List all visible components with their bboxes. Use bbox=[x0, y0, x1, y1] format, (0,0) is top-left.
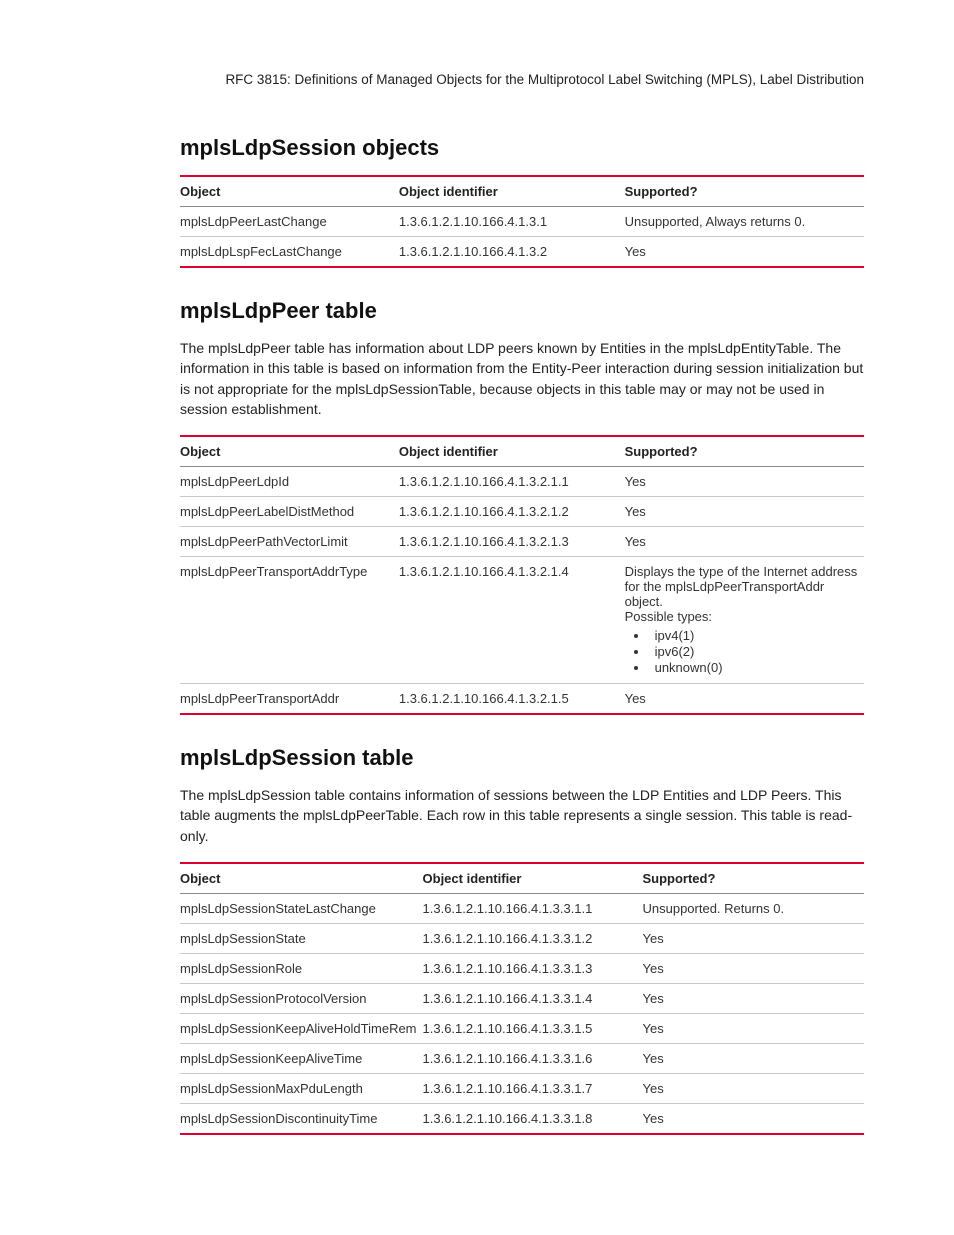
content-area: mplsLdpSession objects Object Object ide… bbox=[90, 135, 864, 1135]
cell-supported: Yes bbox=[625, 497, 864, 527]
cell-oid: 1.3.6.1.2.1.10.166.4.1.3.3.1.3 bbox=[423, 954, 643, 984]
cell-supported: Yes bbox=[642, 1104, 864, 1135]
table-row: mplsLdpSessionDiscontinuityTime 1.3.6.1.… bbox=[180, 1104, 864, 1135]
table-row: mplsLdpPeerLastChange 1.3.6.1.2.1.10.166… bbox=[180, 207, 864, 237]
table-row: mplsLdpPeerTransportAddrType 1.3.6.1.2.1… bbox=[180, 557, 864, 684]
section-title: mplsLdpPeer table bbox=[180, 298, 864, 324]
col-supported: Supported? bbox=[642, 863, 864, 894]
table-row: mplsLdpSessionRole 1.3.6.1.2.1.10.166.4.… bbox=[180, 954, 864, 984]
table-row: mplsLdpLspFecLastChange 1.3.6.1.2.1.10.1… bbox=[180, 237, 864, 268]
cell-object: mplsLdpPeerTransportAddrType bbox=[180, 557, 399, 684]
cell-object: mplsLdpSessionStateLastChange bbox=[180, 894, 423, 924]
table-header-row: Object Object identifier Supported? bbox=[180, 863, 864, 894]
cell-oid: 1.3.6.1.2.1.10.166.4.1.3.2.1.3 bbox=[399, 527, 625, 557]
cell-oid: 1.3.6.1.2.1.10.166.4.1.3.2.1.5 bbox=[399, 684, 625, 715]
cell-object: mplsLdpSessionDiscontinuityTime bbox=[180, 1104, 423, 1135]
cell-text-line: Possible types: bbox=[625, 609, 858, 624]
col-object: Object bbox=[180, 863, 423, 894]
cell-oid: 1.3.6.1.2.1.10.166.4.1.3.3.1.2 bbox=[423, 924, 643, 954]
list-item: ipv6(2) bbox=[649, 644, 858, 659]
section-title: mplsLdpSession table bbox=[180, 745, 864, 771]
cell-object: mplsLdpSessionMaxPduLength bbox=[180, 1074, 423, 1104]
cell-object: mplsLdpLspFecLastChange bbox=[180, 237, 399, 268]
cell-oid: 1.3.6.1.2.1.10.166.4.1.3.2.1.4 bbox=[399, 557, 625, 684]
col-supported: Supported? bbox=[625, 176, 864, 207]
page-header: RFC 3815: Definitions of Managed Objects… bbox=[90, 72, 864, 87]
col-object: Object bbox=[180, 436, 399, 467]
section-title: mplsLdpSession objects bbox=[180, 135, 864, 161]
cell-supported: Yes bbox=[625, 237, 864, 268]
table-row: mplsLdpSessionMaxPduLength 1.3.6.1.2.1.1… bbox=[180, 1074, 864, 1104]
table-row: mplsLdpSessionProtocolVersion 1.3.6.1.2.… bbox=[180, 984, 864, 1014]
col-supported: Supported? bbox=[625, 436, 864, 467]
cell-supported: Yes bbox=[625, 527, 864, 557]
table-row: mplsLdpSessionStateLastChange 1.3.6.1.2.… bbox=[180, 894, 864, 924]
cell-oid: 1.3.6.1.2.1.10.166.4.1.3.2 bbox=[399, 237, 625, 268]
cell-object: mplsLdpPeerTransportAddr bbox=[180, 684, 399, 715]
cell-supported: Yes bbox=[642, 1074, 864, 1104]
cell-oid: 1.3.6.1.2.1.10.166.4.1.3.2.1.2 bbox=[399, 497, 625, 527]
table-header-row: Object Object identifier Supported? bbox=[180, 436, 864, 467]
session-table: Object Object identifier Supported? mpls… bbox=[180, 862, 864, 1135]
page: RFC 3815: Definitions of Managed Objects… bbox=[0, 0, 954, 1225]
cell-oid: 1.3.6.1.2.1.10.166.4.1.3.3.1.8 bbox=[423, 1104, 643, 1135]
cell-supported: Yes bbox=[625, 684, 864, 715]
list-item: ipv4(1) bbox=[649, 628, 858, 643]
section-paragraph: The mplsLdpPeer table has information ab… bbox=[180, 338, 864, 419]
cell-supported: Unsupported, Always returns 0. bbox=[625, 207, 864, 237]
cell-object: mplsLdpPeerPathVectorLimit bbox=[180, 527, 399, 557]
table-row: mplsLdpSessionState 1.3.6.1.2.1.10.166.4… bbox=[180, 924, 864, 954]
cell-oid: 1.3.6.1.2.1.10.166.4.1.3.3.1.4 bbox=[423, 984, 643, 1014]
cell-supported: Yes bbox=[625, 467, 864, 497]
cell-oid: 1.3.6.1.2.1.10.166.4.1.3.3.1.5 bbox=[423, 1014, 643, 1044]
cell-object: mplsLdpSessionKeepAliveHoldTimeRem bbox=[180, 1014, 423, 1044]
cell-oid: 1.3.6.1.2.1.10.166.4.1.3.3.1.6 bbox=[423, 1044, 643, 1074]
cell-oid: 1.3.6.1.2.1.10.166.4.1.3.2.1.1 bbox=[399, 467, 625, 497]
cell-oid: 1.3.6.1.2.1.10.166.4.1.3.3.1.1 bbox=[423, 894, 643, 924]
cell-oid: 1.3.6.1.2.1.10.166.4.1.3.1 bbox=[399, 207, 625, 237]
peer-table: Object Object identifier Supported? mpls… bbox=[180, 435, 864, 715]
cell-object: mplsLdpSessionProtocolVersion bbox=[180, 984, 423, 1014]
table-header-row: Object Object identifier Supported? bbox=[180, 176, 864, 207]
table-row: mplsLdpSessionKeepAliveHoldTimeRem 1.3.6… bbox=[180, 1014, 864, 1044]
cell-list: ipv4(1) ipv6(2) unknown(0) bbox=[625, 628, 858, 675]
list-item: unknown(0) bbox=[649, 660, 858, 675]
cell-supported: Displays the type of the Internet addres… bbox=[625, 557, 864, 684]
cell-supported: Yes bbox=[642, 1014, 864, 1044]
cell-object: mplsLdpPeerLdpId bbox=[180, 467, 399, 497]
cell-supported: Yes bbox=[642, 954, 864, 984]
cell-supported: Unsupported. Returns 0. bbox=[642, 894, 864, 924]
cell-object: mplsLdpPeerLabelDistMethod bbox=[180, 497, 399, 527]
col-object: Object bbox=[180, 176, 399, 207]
cell-supported: Yes bbox=[642, 1044, 864, 1074]
section-paragraph: The mplsLdpSession table contains inform… bbox=[180, 785, 864, 846]
col-oid: Object identifier bbox=[399, 176, 625, 207]
table-row: mplsLdpPeerPathVectorLimit 1.3.6.1.2.1.1… bbox=[180, 527, 864, 557]
cell-object: mplsLdpSessionKeepAliveTime bbox=[180, 1044, 423, 1074]
cell-supported: Yes bbox=[642, 924, 864, 954]
cell-object: mplsLdpSessionRole bbox=[180, 954, 423, 984]
table-row: mplsLdpSessionKeepAliveTime 1.3.6.1.2.1.… bbox=[180, 1044, 864, 1074]
cell-text-line: Displays the type of the Internet addres… bbox=[625, 564, 858, 609]
cell-oid: 1.3.6.1.2.1.10.166.4.1.3.3.1.7 bbox=[423, 1074, 643, 1104]
cell-supported: Yes bbox=[642, 984, 864, 1014]
table-row: mplsLdpPeerTransportAddr 1.3.6.1.2.1.10.… bbox=[180, 684, 864, 715]
col-oid: Object identifier bbox=[399, 436, 625, 467]
table-row: mplsLdpPeerLabelDistMethod 1.3.6.1.2.1.1… bbox=[180, 497, 864, 527]
col-oid: Object identifier bbox=[423, 863, 643, 894]
cell-object: mplsLdpSessionState bbox=[180, 924, 423, 954]
table-row: mplsLdpPeerLdpId 1.3.6.1.2.1.10.166.4.1.… bbox=[180, 467, 864, 497]
session-objects-table: Object Object identifier Supported? mpls… bbox=[180, 175, 864, 268]
cell-object: mplsLdpPeerLastChange bbox=[180, 207, 399, 237]
